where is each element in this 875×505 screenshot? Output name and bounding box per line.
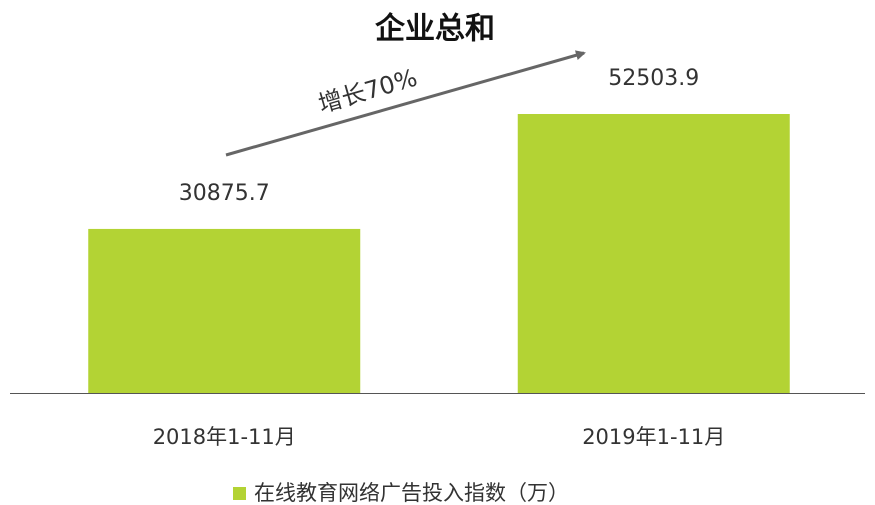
bar (517, 114, 790, 393)
annotation: 增长70% (315, 64, 420, 119)
x-tick-label: 2018年1-11月 (153, 425, 296, 449)
chart-title: 企业总和 (375, 12, 495, 47)
legend-swatch (233, 487, 246, 500)
value-label: 30875.7 (179, 181, 270, 206)
x-tick-label: 2019年1-11月 (582, 425, 725, 449)
value-label: 52503.9 (608, 66, 699, 91)
legend-label: 在线教育网络广告投入指数（万） (254, 481, 569, 505)
growth-arrow (225, 50, 586, 157)
bar (88, 228, 361, 393)
